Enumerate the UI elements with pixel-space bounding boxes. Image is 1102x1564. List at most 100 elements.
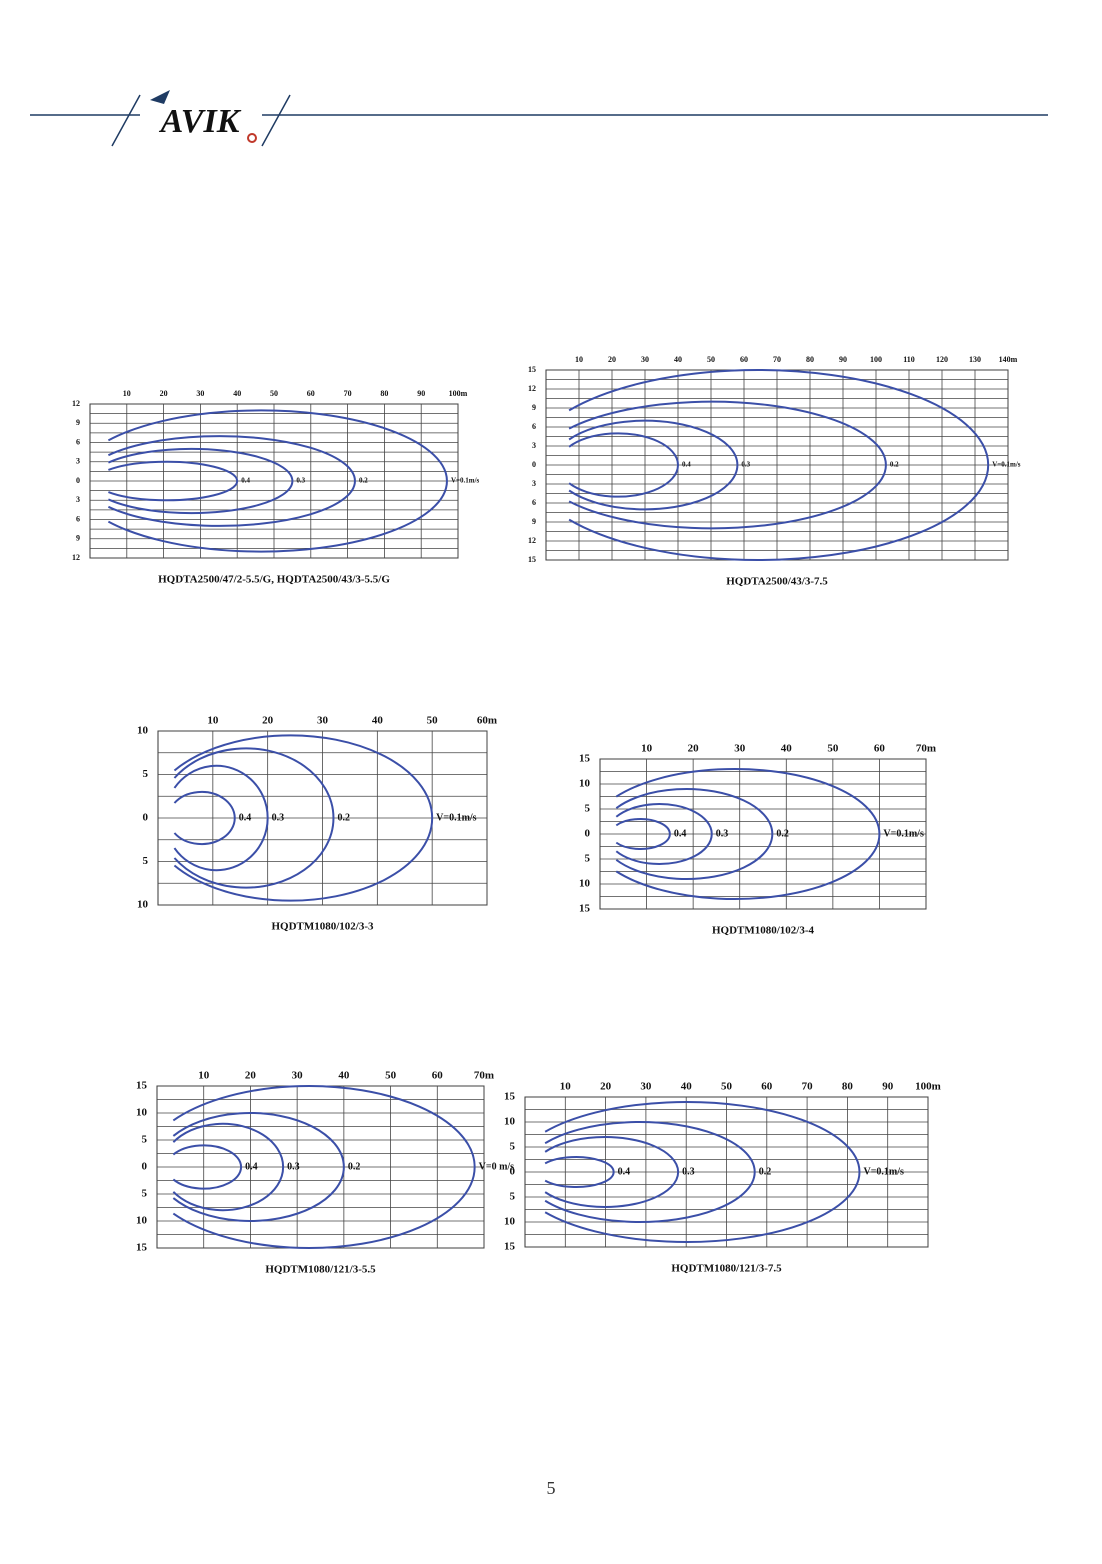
y-tick-label: 0 bbox=[143, 812, 149, 824]
x-tick-label: 50 bbox=[385, 1070, 397, 1082]
x-tick-label: 100m bbox=[449, 389, 468, 398]
contour bbox=[615, 767, 881, 900]
x-tick-label: 20 bbox=[160, 389, 168, 398]
x-tick-label: 30 bbox=[196, 389, 204, 398]
contour-label: 0.2 bbox=[359, 477, 368, 485]
x-tick-label: 70m bbox=[916, 743, 936, 755]
contour-label: 0.2 bbox=[890, 461, 899, 469]
contour bbox=[107, 435, 356, 527]
y-tick-label: 6 bbox=[76, 437, 80, 446]
x-tick-label: 30 bbox=[292, 1070, 304, 1082]
contour bbox=[568, 400, 887, 530]
x-tick-label: 50 bbox=[827, 743, 839, 755]
y-tick-label: 0 bbox=[76, 476, 80, 485]
x-tick-label: 20 bbox=[608, 355, 616, 364]
y-tick-label: 0 bbox=[532, 460, 536, 469]
x-tick-label: 40 bbox=[781, 743, 793, 755]
x-tick-label: 30 bbox=[641, 355, 649, 364]
x-tick-label: 10 bbox=[198, 1070, 210, 1082]
contour-label: 0.2 bbox=[337, 812, 350, 823]
y-tick-label: 3 bbox=[76, 495, 80, 504]
contour bbox=[173, 734, 434, 902]
y-tick-label: 3 bbox=[532, 479, 536, 488]
x-tick-label: 10 bbox=[123, 389, 131, 398]
contour bbox=[173, 790, 236, 846]
contour-label: 0.3 bbox=[272, 812, 285, 823]
x-tick-label: 30 bbox=[317, 715, 329, 727]
x-tick-label: 100m bbox=[915, 1081, 941, 1093]
contour bbox=[172, 1144, 243, 1190]
x-tick-label: 30 bbox=[734, 743, 746, 755]
y-tick-label: 10 bbox=[579, 878, 591, 890]
logo: AVIK bbox=[159, 103, 242, 140]
x-tick-label: 10 bbox=[207, 715, 219, 727]
x-tick-label: 70 bbox=[344, 389, 352, 398]
contour bbox=[615, 818, 671, 850]
contour-label: 0.4 bbox=[682, 461, 691, 469]
y-tick-label: 15 bbox=[528, 365, 536, 374]
chart-caption: HQDTA2500/43/3-7.5 bbox=[726, 576, 828, 588]
contour-label: V=0.1m/s bbox=[863, 1166, 904, 1177]
x-tick-label: 60 bbox=[874, 743, 886, 755]
chart-caption: HQDTM1080/121/3-7.5 bbox=[671, 1263, 782, 1275]
y-tick-label: 15 bbox=[136, 1242, 148, 1254]
y-tick-label: 10 bbox=[579, 778, 591, 790]
header: AVIK bbox=[30, 90, 1048, 147]
y-tick-label: 15 bbox=[579, 903, 591, 915]
x-tick-label: 140m bbox=[999, 355, 1018, 364]
x-tick-label: 50 bbox=[270, 389, 278, 398]
x-tick-label: 60 bbox=[740, 355, 748, 364]
contour-label: V=0.1m/s bbox=[992, 461, 1021, 469]
x-tick-label: 10 bbox=[560, 1081, 572, 1093]
y-tick-label: 12 bbox=[72, 553, 80, 562]
x-tick-label: 70m bbox=[474, 1070, 494, 1082]
x-tick-label: 40 bbox=[338, 1070, 350, 1082]
y-tick-label: 5 bbox=[143, 768, 149, 780]
logo-slash bbox=[261, 94, 291, 147]
y-tick-label: 3 bbox=[76, 457, 80, 466]
y-tick-label: 5 bbox=[142, 1134, 148, 1146]
contour-label: 0.4 bbox=[618, 1166, 631, 1177]
chart-caption: HQDTM1080/102/3-3 bbox=[271, 921, 374, 933]
x-tick-label: 130 bbox=[969, 355, 981, 364]
contour bbox=[615, 788, 774, 880]
y-tick-label: 12 bbox=[72, 399, 80, 408]
logo-gear bbox=[247, 133, 257, 143]
x-tick-label: 80 bbox=[380, 389, 388, 398]
x-tick-label: 50 bbox=[707, 355, 715, 364]
contour-label: 0.4 bbox=[239, 812, 252, 823]
x-tick-label: 10 bbox=[641, 743, 653, 755]
contour bbox=[172, 1085, 476, 1249]
contour bbox=[568, 432, 679, 498]
y-tick-label: 12 bbox=[528, 536, 536, 545]
logo-slash bbox=[111, 94, 141, 147]
x-tick-label: 70 bbox=[802, 1081, 814, 1093]
y-tick-label: 5 bbox=[510, 1191, 516, 1203]
y-tick-label: 10 bbox=[136, 1107, 148, 1119]
x-tick-label: 60m bbox=[477, 715, 497, 727]
y-tick-label: 5 bbox=[585, 803, 591, 815]
contour-label: 0.3 bbox=[296, 477, 305, 485]
x-tick-label: 110 bbox=[903, 355, 915, 364]
page-number: 5 bbox=[546, 1478, 556, 1498]
x-tick-label: 50 bbox=[721, 1081, 733, 1093]
contour bbox=[544, 1136, 680, 1208]
y-tick-label: 15 bbox=[504, 1091, 516, 1103]
contour bbox=[172, 1112, 345, 1222]
y-tick-label: 15 bbox=[528, 555, 536, 564]
y-tick-label: 12 bbox=[528, 384, 536, 393]
y-tick-label: 5 bbox=[585, 853, 591, 865]
y-tick-label: 0 bbox=[510, 1166, 516, 1178]
y-tick-label: 0 bbox=[585, 828, 591, 840]
contour bbox=[544, 1121, 756, 1223]
contour bbox=[615, 803, 713, 865]
y-tick-label: 15 bbox=[579, 753, 591, 765]
chart-caption: HQDTA2500/47/2-5.5/G, HQDTA2500/43/3-5.5… bbox=[158, 574, 390, 586]
y-tick-label: 6 bbox=[532, 422, 536, 431]
x-tick-label: 20 bbox=[262, 715, 274, 727]
contour-label: 0.3 bbox=[682, 1166, 695, 1177]
contour-label: 0.3 bbox=[716, 828, 729, 839]
x-tick-label: 60 bbox=[307, 389, 315, 398]
